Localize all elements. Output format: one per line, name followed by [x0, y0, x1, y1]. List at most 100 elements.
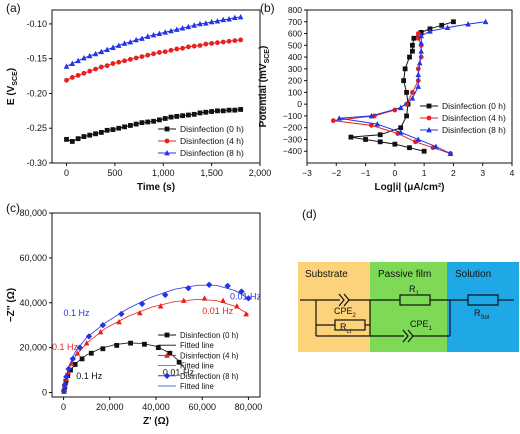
- data-point: [122, 124, 127, 130]
- legend-label: Disinfection (0 h): [442, 101, 506, 111]
- data-point: [133, 121, 139, 127]
- data-point: [65, 365, 72, 373]
- y-tick-label: 300: [288, 64, 302, 74]
- data-point: [224, 282, 231, 290]
- data-point: [74, 350, 81, 356]
- data-point: [238, 288, 245, 295]
- rsol-resistor: [467, 294, 499, 306]
- data-point: [162, 116, 168, 121]
- legend-label: Disinfection (4 h): [180, 351, 239, 360]
- data-point: [180, 113, 186, 119]
- y-tick-label: 0: [42, 388, 47, 398]
- data-point: [142, 341, 147, 347]
- data-point: [155, 345, 161, 351]
- y-axis-title: Potential (mVSCE): [258, 46, 271, 128]
- data-point: [418, 29, 424, 35]
- data-point: [162, 29, 168, 35]
- solution-region: [447, 262, 519, 352]
- data-point: [69, 355, 76, 363]
- data-point: [137, 309, 143, 316]
- x-tick-label: 1: [422, 168, 427, 178]
- data-point: [465, 21, 471, 27]
- data-point: [401, 78, 407, 84]
- data-point: [208, 18, 215, 25]
- x-axis-title: Z' (Ω): [143, 416, 169, 427]
- data-point: [197, 20, 203, 27]
- series-0: [64, 107, 244, 144]
- data-point: [116, 318, 122, 325]
- substrate-label: Substrate: [305, 269, 348, 280]
- data-point: [237, 13, 244, 20]
- data-point: [75, 72, 81, 78]
- annotation-label: 0.1 Hz: [64, 308, 91, 318]
- data-point: [98, 130, 104, 135]
- data-point: [157, 303, 164, 309]
- data-point: [220, 108, 226, 114]
- data-point: [139, 54, 145, 59]
- panel-a-chart: (a) 0 500 1,000 1,500 2,000 -0.30 -0.25 -0.20 -0.…: [6, 1, 271, 193]
- x-tick-label: 2,000: [249, 168, 272, 178]
- data-point: [447, 150, 454, 156]
- legend-label: Disinfection (8 h): [442, 125, 506, 135]
- y-tick-label: 60,000: [19, 253, 47, 263]
- data-point: [99, 321, 107, 329]
- series-1: [61, 295, 249, 394]
- data-point: [418, 54, 424, 60]
- data-point: [168, 114, 174, 120]
- data-point: [197, 43, 203, 48]
- data-point: [151, 118, 156, 124]
- x-tick-label: 0: [61, 402, 66, 412]
- data-point: [92, 50, 99, 57]
- data-point: [76, 344, 83, 351]
- data-point: [232, 14, 238, 21]
- data-point: [415, 71, 422, 78]
- data-point: [116, 125, 122, 131]
- data-point: [97, 328, 104, 335]
- y-tick-label: −200: [283, 123, 302, 133]
- annotation-label: 0.01 Hz: [230, 291, 262, 301]
- y-axis-title: E (VSCE): [6, 68, 19, 105]
- data-point: [397, 129, 404, 135]
- solution-label: Solution: [455, 269, 491, 280]
- plot-frame: [51, 9, 261, 164]
- data-point: [214, 18, 221, 24]
- y-tick-label: 40,000: [19, 298, 47, 308]
- series-2: [336, 18, 489, 156]
- data-point: [203, 109, 209, 115]
- fitted-line: [63, 284, 249, 393]
- data-point: [176, 359, 182, 365]
- y-axis-title: −Z'' (Ω): [6, 288, 17, 322]
- data-point: [220, 297, 226, 303]
- data-point: [226, 38, 232, 44]
- data-point: [220, 16, 227, 23]
- x-axis-title: Log|i| (μA/cm²): [374, 182, 444, 193]
- data-point: [201, 295, 208, 301]
- data-point: [415, 31, 421, 36]
- data-point: [330, 118, 336, 124]
- data-point: [209, 40, 215, 46]
- legend: Disinfection (0 h)Fitted lineDisinfectio…: [158, 331, 239, 391]
- data-point: [415, 83, 422, 89]
- y-tick-label: 80,000: [19, 208, 47, 218]
- data-point: [374, 121, 381, 127]
- x-tick-label: 60,000: [188, 402, 216, 412]
- data-point: [238, 107, 244, 112]
- data-point: [180, 297, 187, 303]
- legend-label: Disinfection (8 h): [180, 372, 239, 381]
- data-point: [60, 387, 68, 395]
- data-point: [100, 346, 106, 352]
- data-point: [174, 26, 180, 32]
- data-point: [150, 32, 157, 38]
- x-tick-label: 20,000: [96, 402, 124, 412]
- data-point: [197, 110, 203, 116]
- data-point: [209, 109, 215, 114]
- data-point: [104, 46, 110, 53]
- data-point: [133, 55, 139, 61]
- data-point: [243, 310, 249, 317]
- x-tick-label: 0: [392, 168, 397, 178]
- x-tick-label: 500: [107, 168, 122, 178]
- legend-marker: [164, 352, 170, 358]
- data-point: [226, 107, 232, 113]
